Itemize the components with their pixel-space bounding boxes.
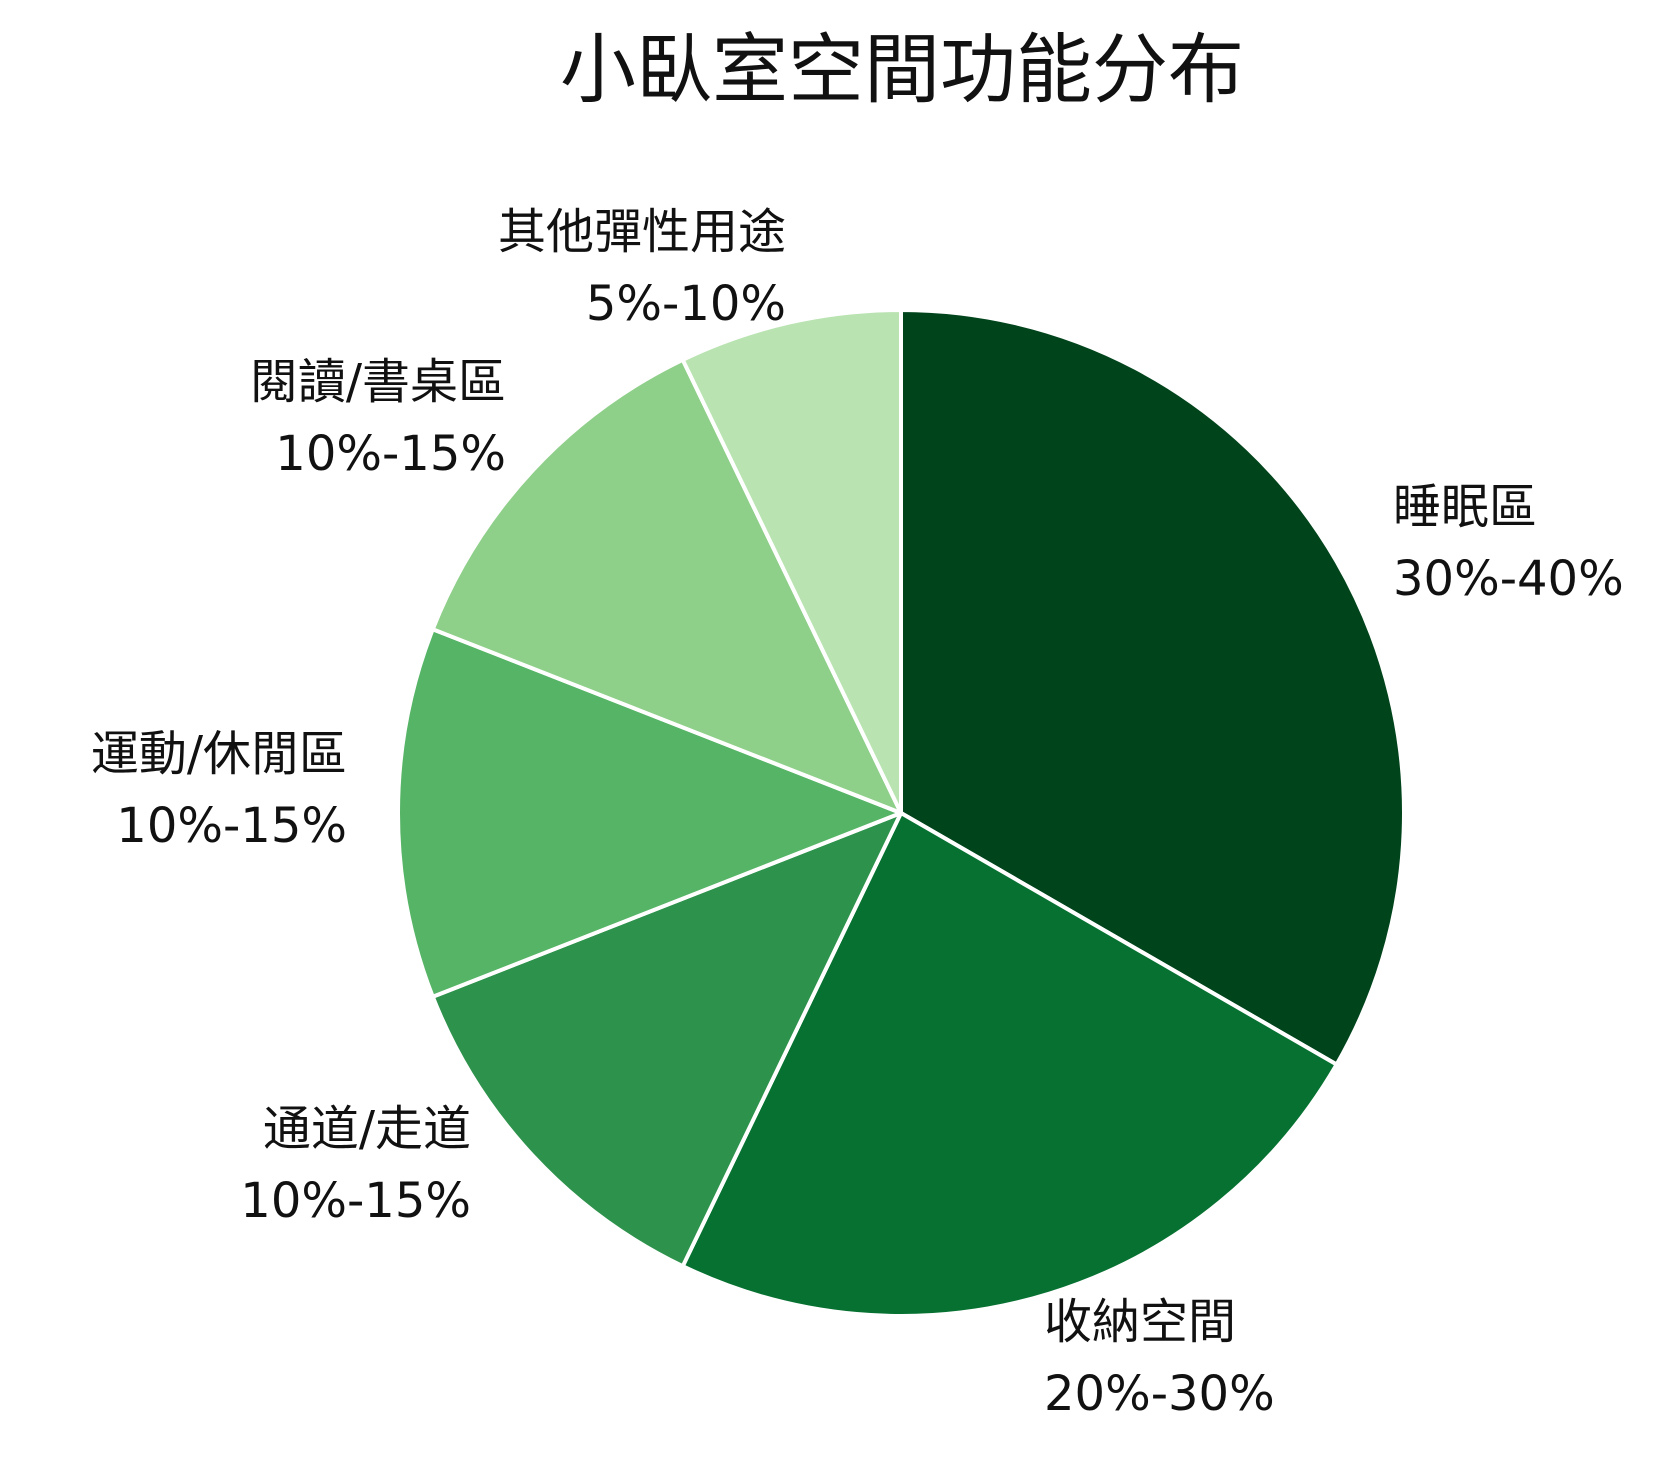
slice-label-name: 其他彈性用途 bbox=[498, 204, 786, 260]
pie-slice bbox=[680, 811, 1339, 1318]
slice-label-range: 20%-30% bbox=[1044, 1366, 1275, 1422]
slice-label-range: 10%-15% bbox=[275, 426, 506, 482]
slice-label-range: 30%-40% bbox=[1393, 551, 1624, 607]
pie-slice bbox=[396, 627, 903, 999]
slice-label-name: 運動/休閒區 bbox=[91, 726, 347, 782]
slice-label-range: 10%-15% bbox=[240, 1173, 471, 1229]
pie-slice bbox=[430, 357, 903, 815]
pie-slice bbox=[430, 811, 903, 1269]
slice-labels: 睡眠區 30%-40% 收納空間 20%-30% 通道/走道 10%-15% 運動/休閒區 1… bbox=[91, 204, 1624, 1422]
slice-label-name: 通道/走道 bbox=[263, 1101, 471, 1157]
pie-slice bbox=[899, 308, 1406, 1067]
slice-label-name: 收納空間 bbox=[1044, 1294, 1236, 1350]
pie-slices bbox=[396, 308, 1406, 1318]
slice-label-range: 5%-10% bbox=[586, 276, 786, 332]
slice-label-name: 睡眠區 bbox=[1393, 479, 1537, 535]
pie-slice bbox=[680, 308, 903, 815]
slice-label-range: 10%-15% bbox=[116, 798, 347, 854]
chart-title: 小臥室空間功能分布 bbox=[560, 25, 1244, 114]
slice-label-name: 閱讀/書桌區 bbox=[250, 354, 506, 410]
